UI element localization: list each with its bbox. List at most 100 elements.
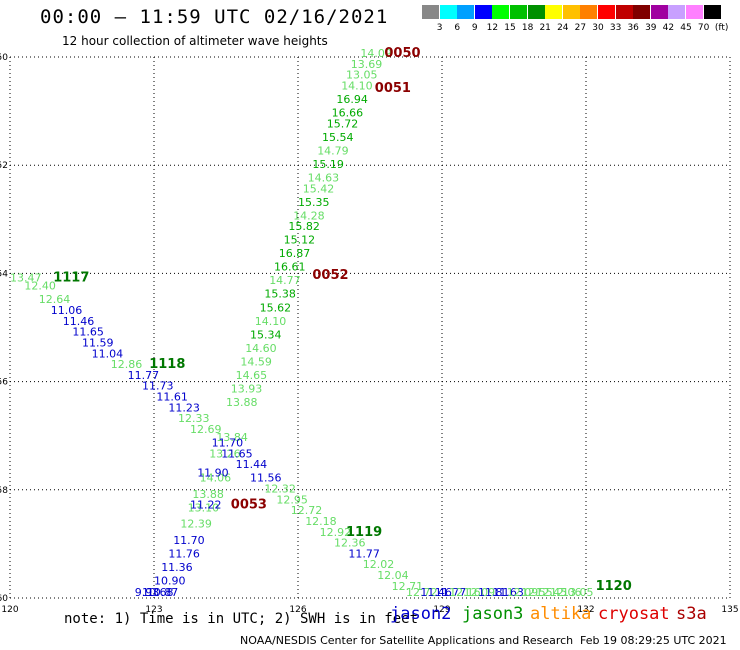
wave-height-value: 14.59 xyxy=(240,355,272,368)
wave-height-value: 12.18 xyxy=(305,515,337,528)
color-scale-label: 27 xyxy=(574,23,587,33)
wave-height-value: 11.46 xyxy=(63,315,95,328)
wave-height-labels: 14.0913.6913.0514.1016.9416.6615.7215.54… xyxy=(10,47,594,599)
wave-height-value: 11.90 xyxy=(197,466,229,479)
wave-height-value: 14.63 xyxy=(308,171,340,184)
pass-time-label: 1120 xyxy=(596,579,632,594)
wave-height-value: 11.77 xyxy=(128,369,160,382)
wave-height-value: 11.04 xyxy=(92,347,124,360)
wave-height-value: 13.47 xyxy=(10,272,42,285)
wave-height-value: 10.87 xyxy=(147,586,179,599)
wave-height-value: 15.12 xyxy=(284,234,316,247)
color-swatch xyxy=(527,5,545,19)
wave-height-value: 16.87 xyxy=(279,247,311,260)
color-swatch xyxy=(492,5,510,19)
wave-height-value: 12.45 xyxy=(536,586,568,599)
footnote: note: 1) Time is in UTC; 2) SWH is in fe… xyxy=(64,611,419,627)
wave-height-value: 14.77 xyxy=(269,274,301,287)
lon-tick-label: 129 xyxy=(433,605,450,615)
color-scale-label: 18 xyxy=(521,23,534,33)
wave-height-value: 15.72 xyxy=(327,117,359,130)
lon-tick-label: 132 xyxy=(577,605,594,615)
wave-height-value: 13.10 xyxy=(188,501,220,514)
wave-height-value: 15.54 xyxy=(322,131,354,144)
color-scale-label: 24 xyxy=(557,23,569,33)
color-swatch xyxy=(668,5,686,19)
color-scale-label: 39 xyxy=(645,23,657,33)
color-scale-label: 6 xyxy=(454,23,461,33)
wave-height-value: 11.77 xyxy=(435,586,467,599)
satellite-altika: altika xyxy=(530,604,592,624)
wave-height-value: 11.56 xyxy=(250,472,282,485)
wave-height-value: 11.73 xyxy=(142,380,174,393)
lon-tick-label: 135 xyxy=(721,605,738,615)
wave-height-value: 14.60 xyxy=(245,342,277,355)
wave-height-value: 13.84 xyxy=(216,431,248,444)
wave-height-value: 14.65 xyxy=(236,369,268,382)
wave-height-value: 12.72 xyxy=(291,504,323,517)
lat-tick-label: -54 xyxy=(0,269,8,279)
wave-height-value: 12.64 xyxy=(39,293,71,306)
wave-height-value: 15.35 xyxy=(298,196,330,209)
color-swatch xyxy=(474,5,492,19)
wave-height-value: 11.59 xyxy=(82,336,114,349)
wave-height-value: 12.95 xyxy=(276,493,308,506)
lat-tick-label: -60 xyxy=(0,594,8,604)
wave-height-value: 11.76 xyxy=(168,547,200,560)
satellite-jason3: jason3 xyxy=(462,604,524,624)
wave-height-value: 12.06 xyxy=(550,586,582,599)
satellite-cryosat: cryosat xyxy=(598,604,670,624)
wave-height-value: 12.04 xyxy=(377,569,409,582)
wave-height-value: 11.63 xyxy=(492,586,524,599)
color-swatch xyxy=(686,5,703,19)
pass-time-label: 0050 xyxy=(384,46,420,61)
wave-height-value: 12.71 xyxy=(392,580,424,593)
pass-time-label: 1117 xyxy=(53,271,89,286)
wave-height-value: 13.05 xyxy=(562,586,594,599)
map-grid xyxy=(9,56,731,599)
color-scale-label: 21 xyxy=(539,23,551,33)
color-swatch xyxy=(510,5,527,19)
color-scale-label: 70 xyxy=(697,23,710,33)
wave-height-value: 12.32 xyxy=(264,483,296,496)
wave-height-value: 12.69 xyxy=(190,423,222,436)
lat-tick-label: -52 xyxy=(0,161,8,171)
wave-height-value: 11.61 xyxy=(156,391,188,404)
wave-height-value: 11.77 xyxy=(348,547,380,560)
color-swatch xyxy=(562,5,580,19)
wave-height-value: 15.62 xyxy=(260,301,292,314)
color-swatch xyxy=(633,5,651,19)
lon-tick-label: 123 xyxy=(145,605,162,615)
color-scale-label: 12 xyxy=(486,23,499,33)
wave-height-value: 12.72 xyxy=(406,586,438,599)
wave-height-value: 11.65 xyxy=(72,326,104,339)
wave-height-value: 12.39 xyxy=(180,518,212,531)
pass-time-label: 0052 xyxy=(312,268,348,283)
page-title: 00:00 – 11:59 UTC 02/16/2021 xyxy=(40,6,389,28)
wave-height-value: 12.16 xyxy=(449,586,481,599)
wave-height-value: 9.93 xyxy=(135,586,160,599)
wave-height-value: 10.68 xyxy=(142,586,174,599)
color-swatch xyxy=(422,5,439,19)
pass-time-label: 1119 xyxy=(346,525,382,540)
wave-height-value: 13.93 xyxy=(231,382,262,395)
map-tick-labels: 120 123 126 129 132 135 -50 -52 -54 -56 -58 -60 xyxy=(0,53,739,615)
color-scale-unit: (ft) xyxy=(714,23,729,33)
color-scale-label: 45 xyxy=(680,23,692,33)
wave-height-value: 10.90 xyxy=(154,574,186,587)
wave-height-value: 16.94 xyxy=(336,93,368,106)
wave-height-value: 11.22 xyxy=(190,499,222,512)
color-swatch xyxy=(545,5,563,19)
lat-tick-label: -56 xyxy=(0,378,8,388)
color-scale-label: 42 xyxy=(662,23,675,33)
wave-height-value: 12.92 xyxy=(320,526,352,539)
color-swatch xyxy=(650,5,668,19)
wave-height-value: 12.36 xyxy=(334,537,366,550)
wave-height-value: 14.10 xyxy=(255,315,286,328)
color-swatch xyxy=(580,5,598,19)
color-scale-label: 15 xyxy=(504,23,516,33)
wave-height-value: 13.88 xyxy=(192,488,224,501)
color-swatch xyxy=(703,5,721,19)
wave-height-value: 16.66 xyxy=(332,107,364,120)
